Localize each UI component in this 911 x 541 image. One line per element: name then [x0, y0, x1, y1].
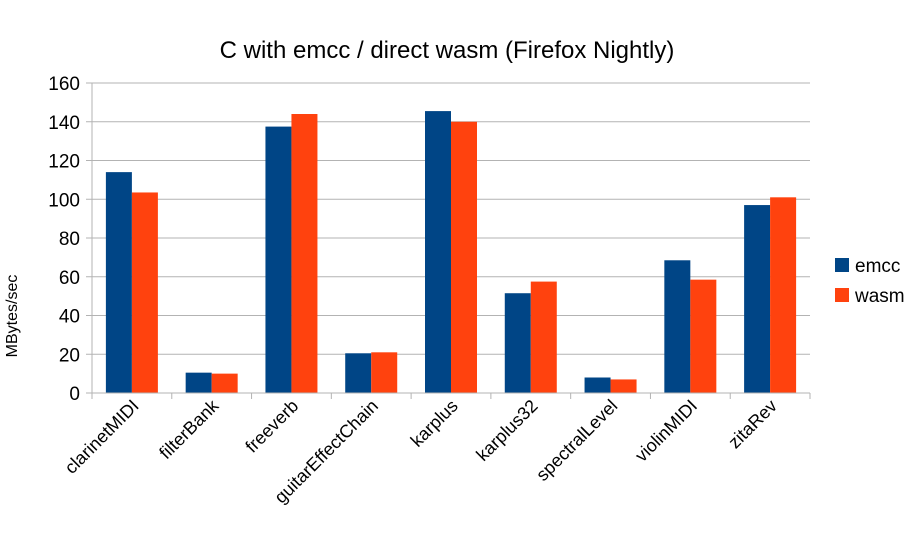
y-tick-label: 20	[59, 345, 80, 366]
bar-wasm-spectralLevel	[610, 379, 637, 393]
y-tick-label: 0	[69, 384, 80, 405]
bar-wasm-violinMIDI	[690, 279, 717, 393]
bar-wasm-filterBank	[211, 373, 238, 393]
legend-swatch-wasm	[835, 288, 849, 302]
bar-emcc-spectralLevel	[584, 377, 611, 393]
y-tick-label: 120	[48, 152, 80, 173]
bar-emcc-guitarEffectChain	[345, 353, 372, 393]
y-tick-label: 60	[59, 268, 80, 289]
chart-title: C with emcc / direct wasm (Firefox Night…	[220, 37, 675, 64]
x-tick-label: karplus32	[472, 396, 541, 465]
legend-label-emcc: emcc	[855, 256, 900, 277]
bar-wasm-karplus	[451, 121, 477, 393]
x-tick-label: violinMIDI	[631, 396, 701, 466]
x-tick-label: clarinetMIDI	[61, 396, 143, 478]
bars	[105, 111, 797, 393]
x-tick-label: freeverb	[241, 396, 302, 457]
bar-emcc-zitaRev	[744, 205, 771, 393]
y-tick-label: 40	[59, 307, 80, 328]
x-tick-label: zitaRev	[724, 396, 781, 453]
legend-swatch-emcc	[835, 258, 849, 272]
bar-emcc-freeverb	[265, 126, 292, 393]
bar-emcc-violinMIDI	[664, 260, 691, 393]
y-tick-label: 80	[59, 229, 80, 250]
y-tick-label: 160	[48, 74, 80, 95]
legend-label-wasm: wasm	[854, 286, 905, 307]
bar-wasm-zitaRev	[770, 197, 797, 393]
bar-wasm-clarinetMIDI	[131, 192, 158, 393]
y-axis-label: MBytes/sec	[4, 275, 21, 358]
y-tick-label: 140	[48, 113, 80, 134]
legend: emcc wasm	[835, 256, 905, 307]
bar-wasm-karplus32	[530, 281, 557, 393]
x-tick-label: filterBank	[155, 395, 223, 463]
bar-emcc-karplus	[425, 111, 451, 393]
x-tick-label: spectralLevel	[532, 396, 621, 485]
bar-emcc-karplus32	[504, 293, 531, 393]
bar-emcc-filterBank	[185, 372, 212, 393]
bar-wasm-guitarEffectChain	[371, 352, 398, 393]
bar-emcc-clarinetMIDI	[105, 172, 132, 393]
x-tick-label: karplus	[407, 396, 462, 451]
y-tick-label: 100	[48, 190, 80, 211]
bar-wasm-freeverb	[291, 114, 318, 393]
